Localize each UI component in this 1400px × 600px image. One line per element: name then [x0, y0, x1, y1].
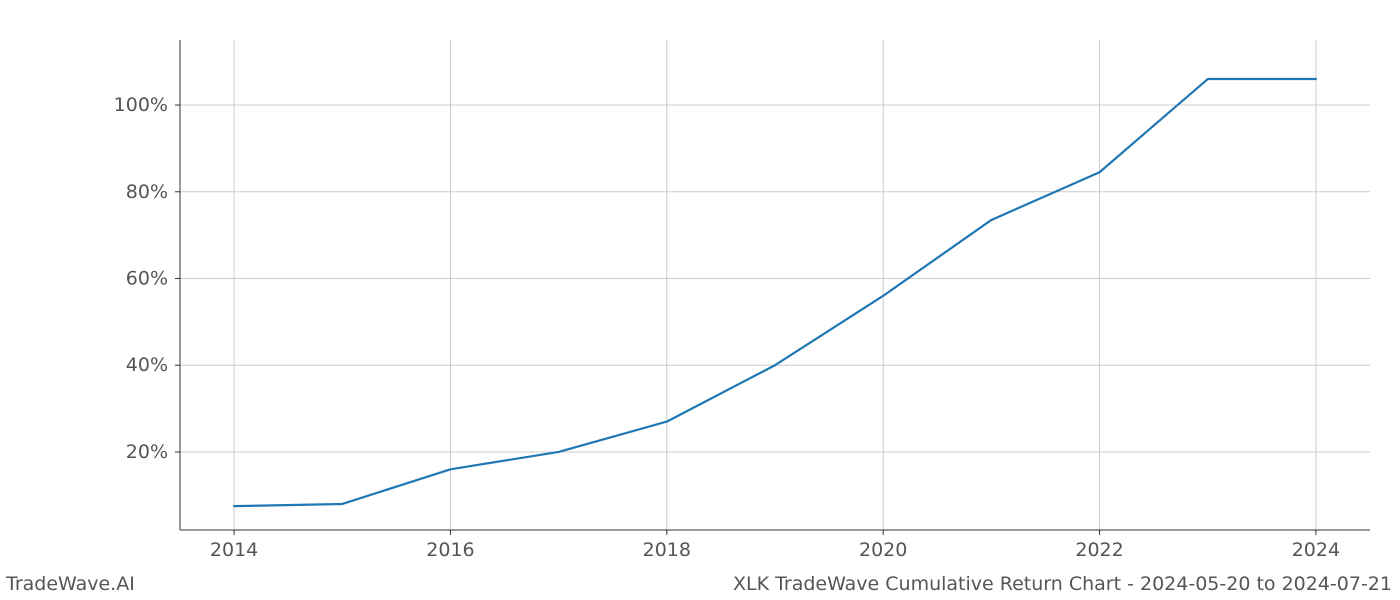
x-tick-label: 2016 — [426, 539, 474, 561]
y-tick-label: 20% — [126, 441, 168, 463]
x-tick-label: 2024 — [1292, 539, 1340, 561]
x-tick-label: 2020 — [859, 539, 907, 561]
footer-left-label: TradeWave.AI — [5, 573, 135, 595]
footer-right-label: XLK TradeWave Cumulative Return Chart - … — [733, 573, 1392, 595]
y-tick-label: 60% — [126, 267, 168, 289]
y-tick-label: 100% — [114, 94, 168, 116]
x-tick-label: 2014 — [210, 539, 258, 561]
x-tick-label: 2022 — [1075, 539, 1123, 561]
y-tick-label: 80% — [126, 181, 168, 203]
y-tick-label: 40% — [126, 354, 168, 376]
line-chart: 2014 2016 2018 2020 2022 2024 20% 40% 60% 80% 100%… — [0, 0, 1400, 600]
chart-container: 2014 2016 2018 2020 2022 2024 20% 40% 60% 80% 100%… — [0, 0, 1400, 600]
x-tick-label: 2018 — [643, 539, 691, 561]
